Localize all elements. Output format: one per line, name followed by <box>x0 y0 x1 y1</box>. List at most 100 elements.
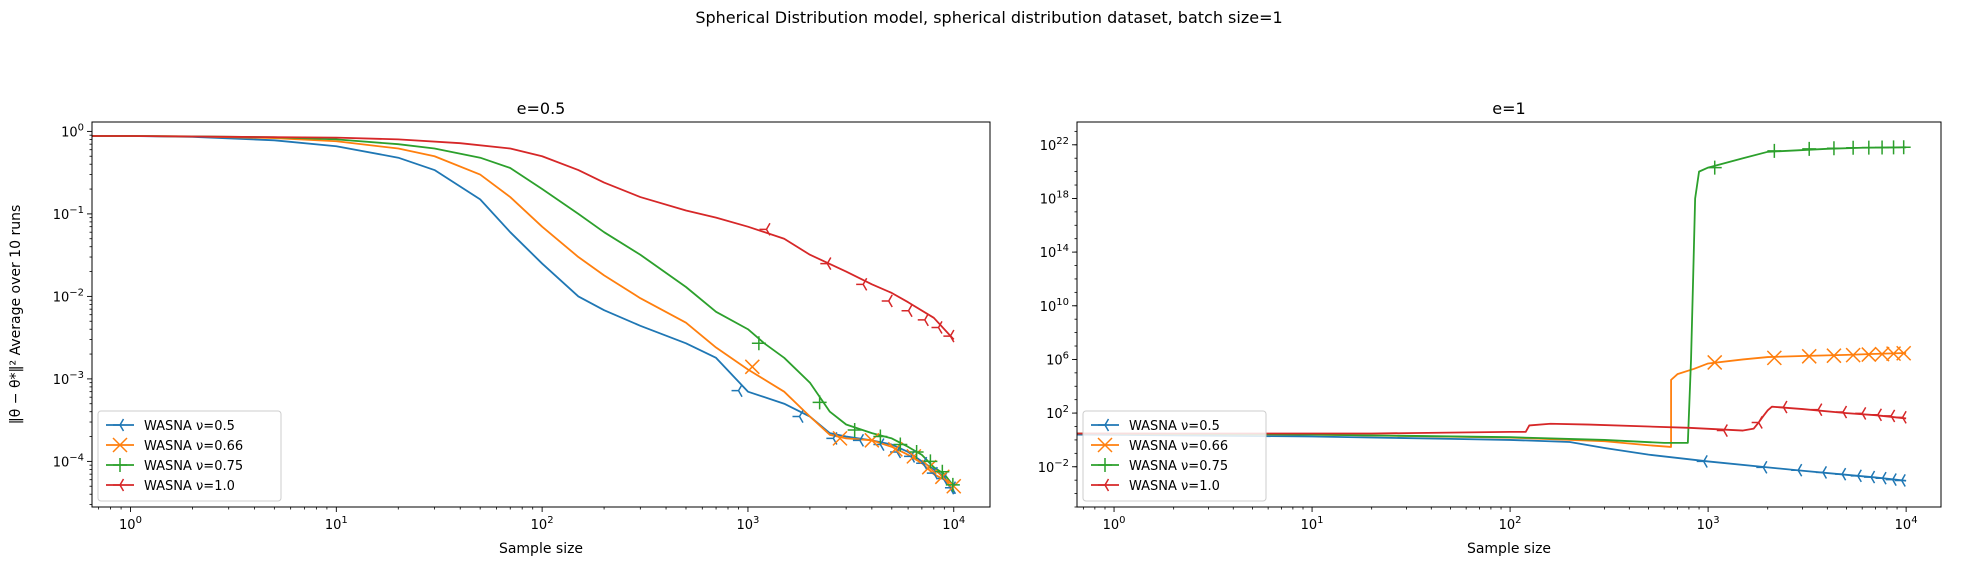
series-1-marker <box>1696 454 1708 468</box>
series-line-4 <box>1077 405 1907 435</box>
y-tick-label: 10−3 <box>53 370 84 388</box>
x-tick-label: 102 <box>531 515 554 533</box>
series-line-4 <box>92 135 955 341</box>
series-1-marker <box>1835 467 1847 481</box>
plot-area <box>1077 140 1912 487</box>
series-1-marker <box>1894 474 1906 487</box>
series-2-marker <box>1861 347 1877 363</box>
series-1-marker <box>1791 463 1803 477</box>
series-3-marker <box>1896 140 1911 155</box>
series-3-marker <box>873 429 888 444</box>
series-4-marker <box>931 321 943 334</box>
series-4-marker <box>1716 424 1728 437</box>
series-2-marker <box>1707 354 1723 370</box>
series-3-marker <box>945 477 960 492</box>
x-tick-label: 100 <box>1103 515 1126 533</box>
series-2-marker <box>1801 348 1817 364</box>
series-4-marker <box>1751 416 1763 429</box>
series-line-2 <box>92 135 955 491</box>
series-4-marker <box>1895 410 1907 424</box>
axes-frame <box>91 121 991 508</box>
x-tick-label: 101 <box>1301 515 1324 533</box>
y-tick-label: 10−2 <box>1038 458 1069 476</box>
x-axis-label: Sample size <box>499 541 583 557</box>
series-1-marker <box>1875 471 1887 485</box>
y-tick-label: 1014 <box>1040 243 1069 261</box>
legend-marker-2 <box>1097 437 1113 453</box>
series-3-marker <box>935 464 950 479</box>
y-tick-label: 10−1 <box>53 205 84 223</box>
series-1-marker <box>1864 470 1876 484</box>
legend-marker-1 <box>1098 418 1110 432</box>
x-tick-label: 103 <box>1697 515 1720 533</box>
y-tick-label: 10−4 <box>53 452 84 470</box>
series-1-marker <box>1815 465 1828 479</box>
series-2-marker <box>1896 345 1912 361</box>
series-3-marker <box>1707 160 1722 175</box>
y-tick-label: 1022 <box>1040 136 1069 154</box>
y-tick-label: 10−2 <box>53 287 84 305</box>
legend-box <box>97 410 282 502</box>
series-2-marker <box>1845 347 1861 363</box>
series-3-marker <box>812 395 827 410</box>
series-2-marker <box>864 432 880 448</box>
series-3-marker <box>1802 141 1817 156</box>
legend-marker-3 <box>113 458 127 472</box>
legend-marker-4 <box>1098 478 1110 492</box>
series-1-marker <box>731 384 743 398</box>
panel-title: e=0.5 <box>517 99 566 118</box>
legend-label-3: WASNA ν=0.75 <box>1129 459 1228 474</box>
series-line-3 <box>1077 146 1907 444</box>
series-2-marker <box>921 459 937 475</box>
y-tick-label: 102 <box>1046 404 1069 422</box>
series-line-1 <box>92 135 955 495</box>
chart-panel-1: 100 101 102 103 104 10−4 10−3 10−2 10−1 100 e=0.5 S… <box>8 99 991 557</box>
legend: WASNA ν=0.5 WASNA ν=0.66 WASNA ν=0.75 WASNA… <box>97 410 282 502</box>
y-tick-label: 100 <box>61 122 84 140</box>
series-3-marker <box>1861 140 1876 155</box>
series-3-marker <box>751 336 766 351</box>
series-1-marker <box>792 410 804 423</box>
legend: WASNA ν=0.5 WASNA ν=0.66 WASNA ν=0.75 WASNA… <box>1082 410 1267 502</box>
series-3-marker <box>1826 141 1841 156</box>
y-tick-label: 1018 <box>1040 189 1069 207</box>
series-4-marker <box>1836 405 1848 419</box>
series-line-1 <box>1077 433 1907 482</box>
x-tick-label: 103 <box>736 515 759 533</box>
legend-label-1: WASNA ν=0.5 <box>1129 419 1220 434</box>
axes-frame <box>1076 121 1942 508</box>
series-4-marker <box>856 277 868 291</box>
series-4-marker <box>901 304 913 318</box>
legend-label-4: WASNA ν=1.0 <box>1129 479 1220 494</box>
series-3-marker <box>1846 140 1861 155</box>
y-tick-label: 106 <box>1046 350 1069 368</box>
x-tick-label: 102 <box>1499 515 1522 533</box>
x-tick-label: 104 <box>1895 515 1918 533</box>
series-2-marker <box>832 430 848 446</box>
series-4-marker <box>1884 409 1896 423</box>
chart-panel-2: 100 101 102 103 104 10−2 102 106 1010 1014 1018 102… <box>1038 99 1942 557</box>
legend-marker-3 <box>1098 458 1112 472</box>
series-3-marker <box>847 423 862 438</box>
legend-marker-1 <box>113 418 125 432</box>
series-1-marker <box>826 431 838 445</box>
series-1-marker <box>1850 469 1862 483</box>
legend-marker-2 <box>112 437 128 453</box>
figure-suptitle: Spherical Distribution model, spherical … <box>695 8 1283 27</box>
series-4-marker <box>1776 400 1788 414</box>
series-4-marker <box>1855 406 1867 420</box>
series-3-marker <box>923 454 938 469</box>
legend-box <box>1082 410 1267 502</box>
x-tick-label: 101 <box>325 515 348 533</box>
x-tick-label: 100 <box>119 515 142 533</box>
series-3-marker <box>909 444 924 459</box>
plot-area <box>92 135 962 495</box>
legend-label-2: WASNA ν=0.66 <box>1129 439 1228 454</box>
y-axis-label: ‖θ − θ*‖² Average over 10 runs <box>8 205 24 425</box>
y-tick-label: 1010 <box>1040 297 1069 315</box>
series-2-marker <box>946 478 962 494</box>
legend-label-4: WASNA ν=1.0 <box>144 479 235 494</box>
series-2-marker <box>1826 348 1842 364</box>
